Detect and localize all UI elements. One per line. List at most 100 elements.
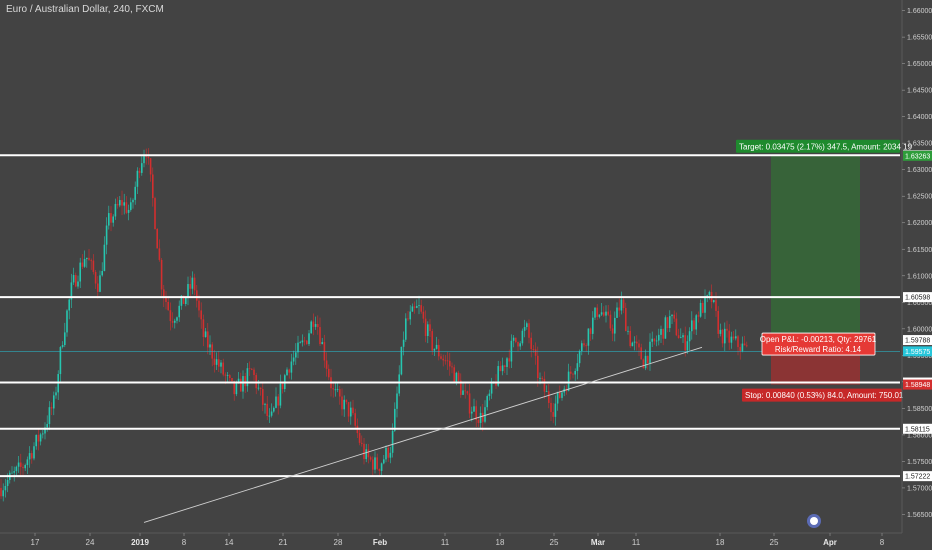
candle-body xyxy=(649,341,651,364)
candle xyxy=(548,383,550,409)
candle-body xyxy=(545,391,548,393)
candle-body xyxy=(442,358,444,361)
candle-body xyxy=(622,299,625,309)
candle xyxy=(229,374,231,381)
candle xyxy=(598,314,601,319)
candle xyxy=(253,367,255,381)
candle xyxy=(460,373,462,398)
candle-body xyxy=(697,315,700,317)
candle xyxy=(66,309,68,337)
candle xyxy=(374,451,376,474)
candle xyxy=(42,430,44,439)
level-tag-label: 1.58115 xyxy=(905,426,930,433)
candle xyxy=(59,345,62,382)
candle xyxy=(68,298,70,320)
candle-body xyxy=(55,392,57,396)
candle xyxy=(515,337,517,344)
candle xyxy=(202,314,205,347)
candle-body xyxy=(746,345,748,347)
candle xyxy=(543,371,546,399)
candle xyxy=(158,239,161,262)
candle xyxy=(420,299,422,314)
pnl-box: Open P&L: -0.00213, Qty: 29761Risk/Rewar… xyxy=(760,332,877,356)
candle-body xyxy=(277,396,279,406)
candle-body xyxy=(543,378,546,392)
trendline[interactable] xyxy=(143,346,703,523)
target-label-bg xyxy=(736,139,900,153)
candle xyxy=(697,311,700,323)
candle-body xyxy=(198,300,200,311)
price-axis[interactable]: 1.66000 1.65500 1.65000 1.64500 1.64000 1.635… xyxy=(901,0,932,533)
level-tag[interactable]: 1.57222 xyxy=(903,471,932,482)
price-tick-label: 1.61000 xyxy=(907,273,932,280)
candle xyxy=(574,368,576,381)
candle xyxy=(664,315,667,339)
level-tag[interactable]: 1.60598 xyxy=(903,292,932,303)
candle-body xyxy=(471,411,473,414)
candle-body xyxy=(246,368,249,387)
candle-body xyxy=(268,415,271,417)
candle-body xyxy=(215,359,218,365)
stop-price-tag[interactable]: 1.58948 xyxy=(903,379,932,390)
candle xyxy=(367,443,370,464)
candle xyxy=(427,321,429,344)
target-zone xyxy=(771,155,860,341)
candle-body xyxy=(152,174,154,199)
candle-body xyxy=(484,407,486,422)
candle-body xyxy=(614,317,616,334)
entry-price-tag-label: 1.59788 xyxy=(905,338,930,345)
horizontal-levels[interactable] xyxy=(0,154,900,478)
candle-body xyxy=(570,371,572,374)
candle-body xyxy=(275,396,277,408)
entry-price-tag[interactable]: 1.59788 xyxy=(903,335,932,346)
time-tick-label: 18 xyxy=(716,538,725,547)
candle-body xyxy=(251,368,253,370)
current-price-tag[interactable]: 1.59575 xyxy=(903,346,932,357)
candle xyxy=(682,332,684,343)
candle-body xyxy=(633,341,636,343)
candle-body xyxy=(193,277,196,291)
candle-body xyxy=(658,334,660,341)
candle-body xyxy=(464,390,466,392)
candle-body xyxy=(332,388,334,390)
candle-body xyxy=(598,314,601,317)
candle-body xyxy=(358,433,361,443)
candle-body xyxy=(389,452,392,458)
candle xyxy=(669,310,671,332)
candle-body xyxy=(262,389,264,405)
candle-body xyxy=(185,297,187,304)
candle-body xyxy=(167,301,169,311)
candle-body xyxy=(453,367,455,383)
time-tick-label: 28 xyxy=(334,538,343,547)
candle xyxy=(526,321,528,330)
candle-body xyxy=(402,339,405,347)
candle xyxy=(119,195,121,208)
time-axis[interactable]: 17 24 2019 8 14 21 28 Feb 11 18 25 Mar 11 18 25 Apr 8 xyxy=(0,532,902,547)
candle-body xyxy=(455,372,458,383)
target-price-tag[interactable]: 1.63263 xyxy=(903,150,932,161)
candle xyxy=(537,346,539,387)
candle xyxy=(484,400,486,424)
candle xyxy=(105,217,108,255)
candle-body xyxy=(350,407,352,417)
candle xyxy=(376,453,378,471)
candle-body xyxy=(105,225,108,245)
candle-body xyxy=(127,209,130,213)
candle-body xyxy=(497,366,499,386)
candle xyxy=(308,329,310,346)
time-tick-label: Apr xyxy=(823,538,837,547)
candle xyxy=(301,334,304,347)
candle xyxy=(596,304,598,320)
candle xyxy=(677,328,680,339)
candle-body xyxy=(468,393,471,414)
price-tick-label: 1.58000 xyxy=(907,432,932,439)
candle xyxy=(103,236,106,272)
candle-body xyxy=(486,396,488,408)
candle-body xyxy=(0,487,2,497)
candle-body xyxy=(515,337,517,343)
candle-body xyxy=(31,453,33,459)
candle-body xyxy=(424,318,427,336)
candle-body xyxy=(158,248,161,260)
level-tag[interactable]: 1.58115 xyxy=(903,423,932,434)
